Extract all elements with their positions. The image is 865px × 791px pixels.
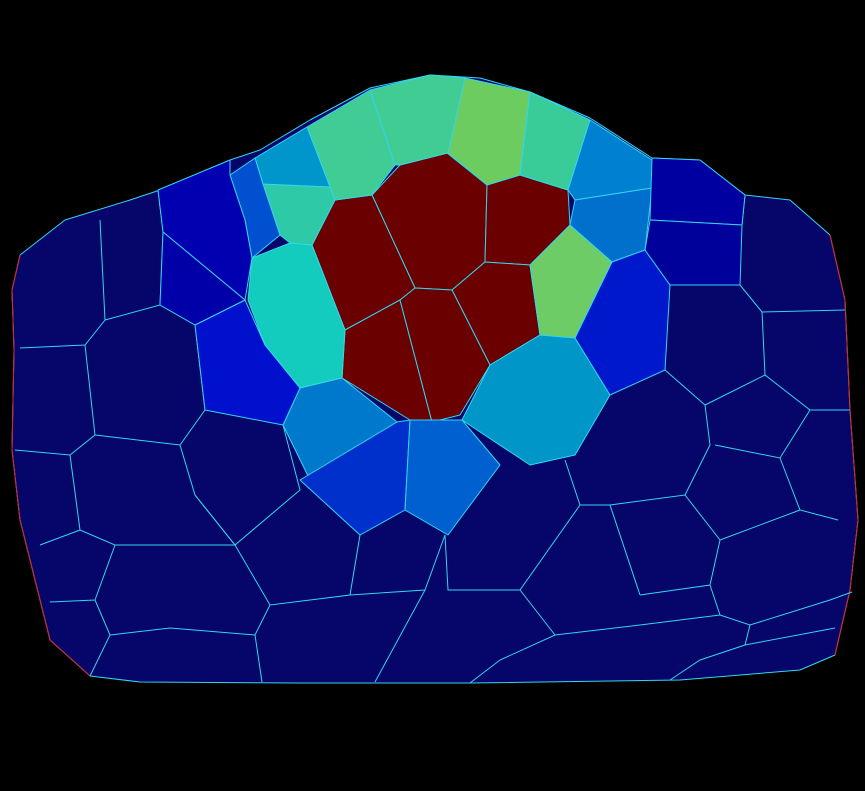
outer-border-left	[11, 254, 91, 677]
cell	[159, 231, 246, 326]
cell	[649, 157, 746, 226]
cell-edge	[709, 584, 721, 616]
cell	[644, 219, 743, 286]
cell	[447, 77, 531, 186]
cell-edge	[49, 529, 116, 603]
cell-edge	[374, 589, 426, 683]
cell-edge	[109, 604, 271, 636]
cell-edge	[194, 424, 301, 546]
cell	[461, 334, 611, 466]
cell-edge	[719, 509, 801, 541]
cell-edge	[254, 634, 263, 683]
cell-edge	[669, 644, 746, 681]
cell-edge	[14, 344, 96, 456]
cell-edge	[234, 534, 361, 606]
cell-edge	[664, 369, 711, 496]
colored-cells	[157, 74, 746, 536]
cell-edge	[564, 459, 641, 596]
cell-edge	[19, 219, 106, 349]
cell	[404, 419, 501, 536]
cell-edge	[349, 504, 581, 596]
cell-edge	[554, 591, 853, 636]
cell-edge	[761, 309, 846, 313]
cell-edge	[469, 589, 556, 684]
outer-border-right	[829, 234, 859, 656]
